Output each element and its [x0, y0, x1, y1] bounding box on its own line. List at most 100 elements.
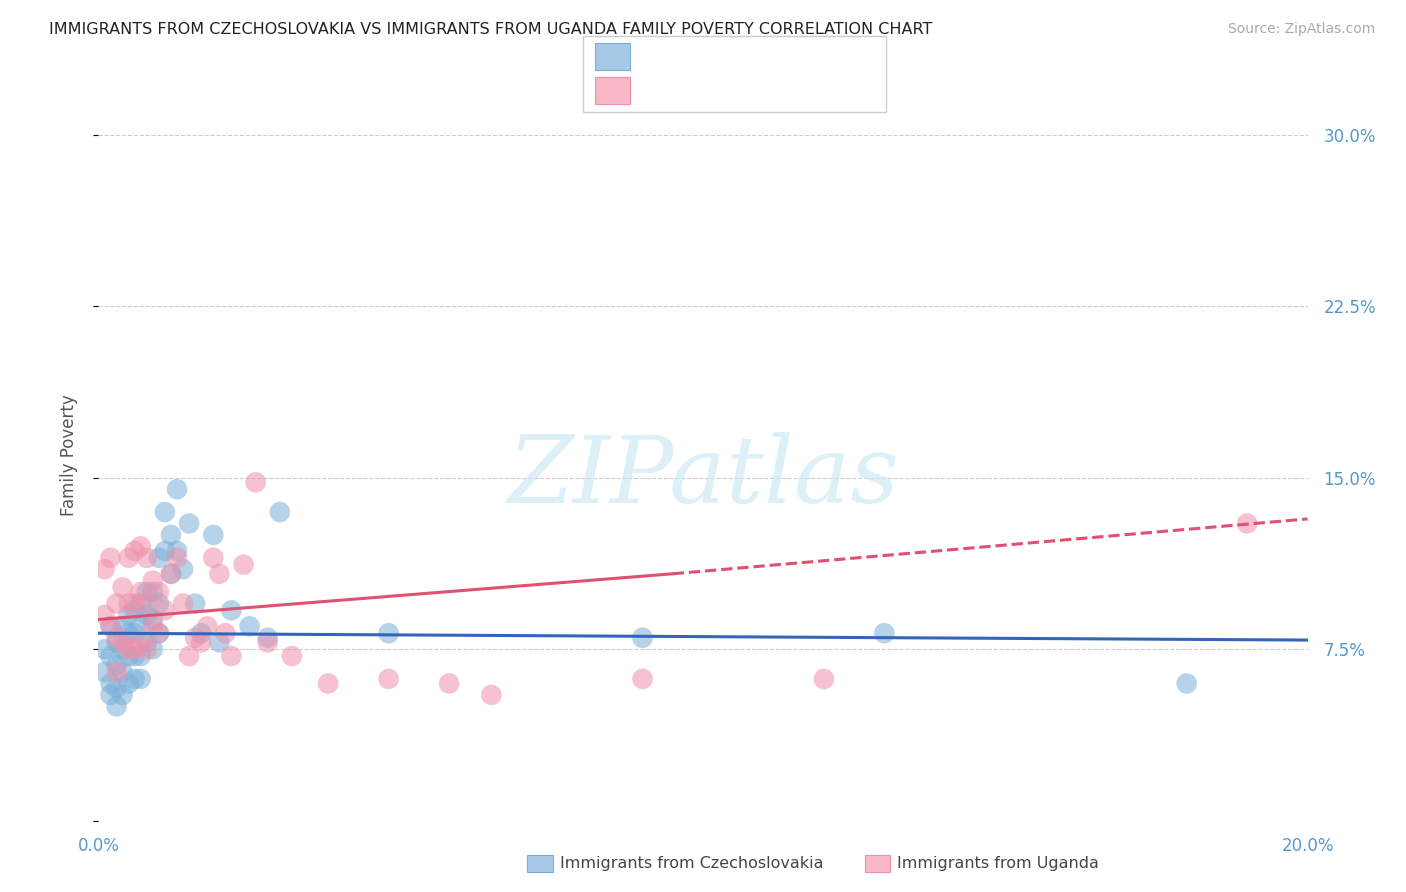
Point — [135, 550, 157, 565]
Point — [269, 505, 291, 519]
Point — [166, 544, 188, 558]
Point — [129, 619, 152, 633]
Point — [124, 649, 146, 664]
Point — [129, 585, 152, 599]
Point — [221, 649, 243, 664]
Point — [142, 585, 165, 599]
Text: -0.012: -0.012 — [682, 49, 735, 68]
Point — [481, 688, 503, 702]
Y-axis label: Family Poverty: Family Poverty — [59, 394, 77, 516]
Text: 48: 48 — [794, 84, 815, 102]
Point — [105, 635, 128, 649]
Point — [93, 642, 115, 657]
Point — [105, 681, 128, 695]
Text: Source: ZipAtlas.com: Source: ZipAtlas.com — [1227, 22, 1375, 37]
Point — [190, 626, 212, 640]
Point — [813, 672, 835, 686]
Point — [124, 603, 146, 617]
Point — [111, 688, 134, 702]
Point — [166, 550, 188, 565]
Text: IMMIGRANTS FROM CZECHOSLOVAKIA VS IMMIGRANTS FROM UGANDA FAMILY POVERTY CORRELAT: IMMIGRANTS FROM CZECHOSLOVAKIA VS IMMIGR… — [49, 22, 932, 37]
Point — [118, 626, 141, 640]
Point — [160, 566, 183, 581]
Point — [135, 635, 157, 649]
Point — [148, 597, 170, 611]
Point — [148, 626, 170, 640]
Text: R =: R = — [643, 84, 679, 102]
Point — [93, 607, 115, 622]
Text: ZIPatlas: ZIPatlas — [508, 432, 898, 522]
Point — [142, 619, 165, 633]
Point — [377, 626, 399, 640]
Text: 55: 55 — [794, 49, 815, 68]
Point — [166, 482, 188, 496]
Point — [316, 676, 339, 690]
Point — [111, 619, 134, 633]
Point — [118, 676, 141, 690]
Point — [184, 631, 207, 645]
Point — [377, 672, 399, 686]
Text: Immigrants from Uganda: Immigrants from Uganda — [897, 856, 1099, 871]
Point — [148, 626, 170, 640]
Text: R =: R = — [643, 49, 679, 68]
Point — [631, 672, 654, 686]
Point — [142, 642, 165, 657]
Point — [118, 649, 141, 664]
Text: 0.046: 0.046 — [682, 84, 734, 102]
Point — [239, 619, 262, 633]
Point — [118, 550, 141, 565]
Point — [100, 550, 122, 565]
Point — [148, 550, 170, 565]
Point — [135, 642, 157, 657]
Point — [256, 631, 278, 645]
Point — [172, 597, 194, 611]
Point — [100, 688, 122, 702]
Point — [100, 619, 122, 633]
Text: N =: N = — [748, 84, 796, 102]
Point — [111, 642, 134, 657]
Point — [245, 475, 267, 490]
Point — [124, 642, 146, 657]
Point — [160, 528, 183, 542]
Point — [118, 607, 141, 622]
Point — [179, 516, 201, 531]
Point — [256, 635, 278, 649]
Point — [873, 626, 896, 640]
Text: Immigrants from Czechoslovakia: Immigrants from Czechoslovakia — [560, 856, 823, 871]
Point — [105, 631, 128, 645]
Point — [148, 585, 170, 599]
Point — [281, 649, 304, 664]
Point — [124, 597, 146, 611]
Point — [118, 597, 141, 611]
Point — [124, 544, 146, 558]
Point — [111, 635, 134, 649]
Point — [195, 619, 218, 633]
Point — [142, 574, 165, 588]
Point — [135, 597, 157, 611]
Point — [124, 626, 146, 640]
Point — [1236, 516, 1258, 531]
Point — [129, 597, 152, 611]
Point — [232, 558, 254, 572]
Point — [100, 619, 122, 633]
Point — [111, 581, 134, 595]
Point — [124, 672, 146, 686]
Point — [100, 649, 122, 664]
Point — [105, 665, 128, 679]
Point — [135, 585, 157, 599]
Point — [93, 665, 115, 679]
Point — [129, 539, 152, 553]
Point — [437, 676, 460, 690]
Point — [111, 665, 134, 679]
Point — [135, 607, 157, 622]
Point — [172, 562, 194, 576]
Point — [129, 672, 152, 686]
Point — [93, 562, 115, 576]
Point — [105, 658, 128, 673]
Point — [129, 649, 152, 664]
Point — [208, 635, 231, 649]
Point — [214, 626, 236, 640]
Point — [160, 566, 183, 581]
Point — [100, 676, 122, 690]
Point — [1175, 676, 1198, 690]
